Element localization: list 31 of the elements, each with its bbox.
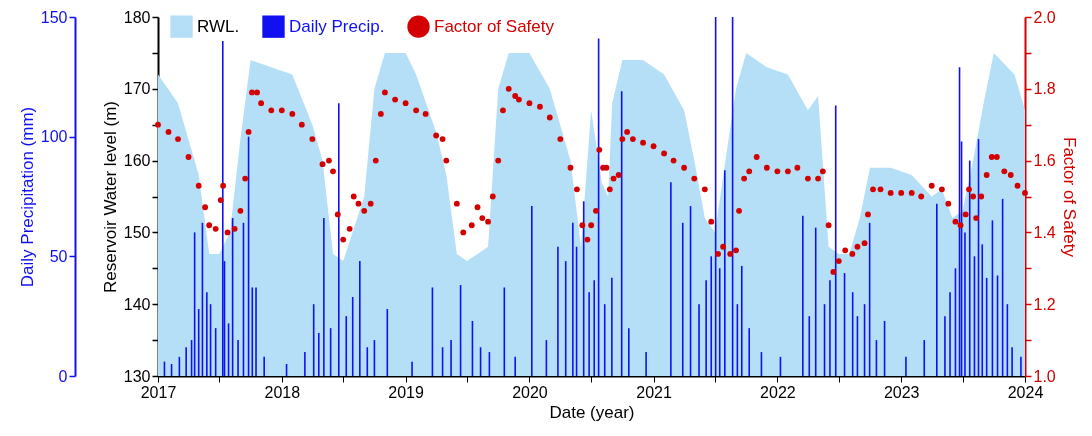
x-tick-label: 2022 <box>760 383 796 401</box>
x-tick-label: 2020 <box>512 383 548 401</box>
y-tick-label: 130 <box>123 367 151 385</box>
x-tick-label: 2017 <box>140 383 177 401</box>
y2-tick-label: 1.0 <box>1033 367 1056 385</box>
y2-tick-label: 1.6 <box>1033 152 1056 170</box>
y2-tick-label: 2.0 <box>1033 8 1056 26</box>
legend-label: Daily Precip. <box>289 16 385 36</box>
y-tick-label: 140 <box>123 295 151 313</box>
y3-axis-title: Daily Precipitation (mm) <box>17 106 37 288</box>
y-tick-label: 150 <box>123 223 151 241</box>
y2-tick-label: 1.8 <box>1033 80 1056 98</box>
x-tick-label: 2021 <box>636 383 672 401</box>
legend-label: Factor of Safety <box>434 16 555 36</box>
y3-tick-label: 50 <box>49 247 68 265</box>
y3-tick-label: 0 <box>58 367 68 385</box>
x-tick-label: 2024 <box>1007 383 1044 401</box>
y-tick-label: 180 <box>123 8 151 26</box>
x-tick-label: 2019 <box>388 383 425 401</box>
y3-tick-label: 100 <box>40 128 68 146</box>
x-tick-label: 2023 <box>883 383 920 401</box>
y3-tick-label: 150 <box>40 8 68 26</box>
y-tick-label: 170 <box>123 80 151 98</box>
y2-tick-label: 1.4 <box>1033 223 1056 241</box>
x-axis-title: Date (year) <box>549 402 635 422</box>
y-axis-title: Reservoir Water level (m) <box>100 100 120 294</box>
y2-axis-title: Factor of Safety <box>1059 137 1079 258</box>
legend-label: RWL. <box>197 16 240 36</box>
y-tick-label: 160 <box>123 152 151 170</box>
y2-tick-label: 1.2 <box>1033 295 1056 313</box>
x-tick-label: 2018 <box>264 383 301 401</box>
